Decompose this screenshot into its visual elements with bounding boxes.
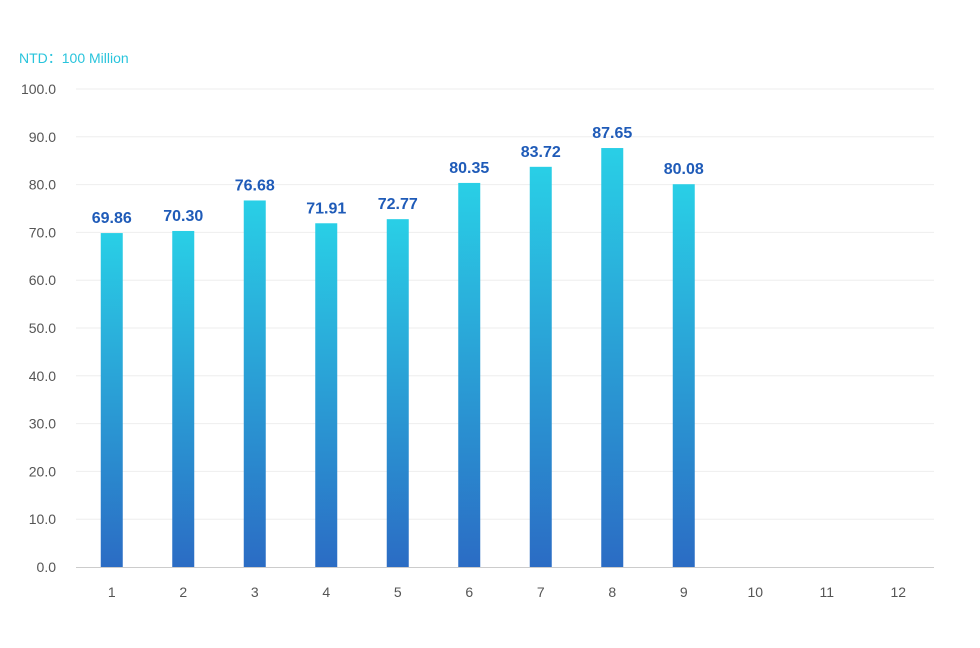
bar-month-3 (243, 200, 266, 567)
data-label: 76.68 (235, 177, 275, 194)
y-tick-label: 0.0 (37, 559, 57, 575)
x-tick-label: 7 (537, 584, 545, 600)
bar-month-2 (172, 230, 195, 567)
bar-month-5 (386, 219, 409, 567)
y-tick-label: 90.0 (29, 129, 56, 145)
x-tick-label: 3 (251, 584, 259, 600)
y-tick-label: 40.0 (29, 368, 56, 384)
y-tick-label: 60.0 (29, 272, 56, 288)
data-label: 80.35 (449, 160, 489, 177)
data-label: 83.72 (521, 144, 561, 161)
bar-month-6 (458, 182, 481, 567)
bar-month-8 (601, 148, 624, 567)
y-tick-label: 20.0 (29, 463, 56, 479)
x-tick-label: 4 (322, 584, 330, 600)
x-tick-label: 9 (680, 584, 688, 600)
y-tick-label: 80.0 (29, 177, 56, 193)
x-tick-label: 11 (819, 584, 834, 600)
data-label: 72.77 (378, 196, 418, 213)
data-label: 70.30 (163, 208, 203, 225)
data-label: 71.91 (306, 200, 346, 217)
x-tick-label: 1 (108, 584, 116, 600)
data-label: 69.86 (92, 210, 132, 227)
y-tick-label: 100.0 (21, 81, 56, 97)
y-tick-label: 30.0 (29, 416, 56, 432)
x-tick-label: 12 (890, 584, 906, 600)
x-tick-label: 10 (747, 584, 763, 600)
bar-month-7 (529, 166, 552, 567)
y-tick-label: 10.0 (29, 511, 56, 527)
y-tick-label: 70.0 (29, 224, 56, 240)
data-label: 80.08 (664, 161, 704, 178)
x-tick-label: 2 (179, 584, 187, 600)
data-label: 87.65 (592, 125, 632, 142)
x-tick-label: 6 (465, 584, 473, 600)
bar-month-1 (100, 233, 123, 567)
x-tick-label: 5 (394, 584, 402, 600)
y-tick-label: 50.0 (29, 320, 56, 336)
bar-month-9 (672, 184, 695, 568)
bar-month-4 (315, 223, 338, 567)
unit-label: NTD：100 Million (19, 50, 129, 66)
x-tick-label: 8 (608, 584, 616, 600)
